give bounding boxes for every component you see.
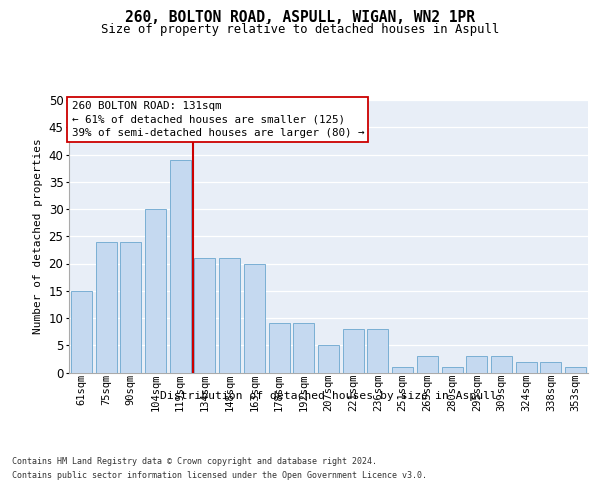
Bar (491, 356, 512, 372)
Text: 260, BOLTON ROAD, ASPULL, WIGAN, WN2 1PR: 260, BOLTON ROAD, ASPULL, WIGAN, WN2 1PR (125, 10, 475, 25)
Text: Distribution of detached houses by size in Aspull: Distribution of detached houses by size … (160, 391, 497, 401)
Bar (244, 264, 265, 372)
Bar (318, 345, 339, 372)
Bar (442, 367, 463, 372)
Bar (145, 209, 166, 372)
Bar (293, 324, 314, 372)
Bar (541, 362, 562, 372)
Bar (269, 324, 290, 372)
Text: Contains public sector information licensed under the Open Government Licence v3: Contains public sector information licen… (12, 471, 427, 480)
Bar (71, 291, 92, 372)
Bar (95, 242, 116, 372)
Bar (516, 362, 537, 372)
Text: 260 BOLTON ROAD: 131sqm
← 61% of detached houses are smaller (125)
39% of semi-d: 260 BOLTON ROAD: 131sqm ← 61% of detache… (71, 102, 364, 138)
Text: Size of property relative to detached houses in Aspull: Size of property relative to detached ho… (101, 22, 499, 36)
Bar (565, 367, 586, 372)
Bar (343, 329, 364, 372)
Y-axis label: Number of detached properties: Number of detached properties (33, 138, 43, 334)
Bar (417, 356, 438, 372)
Bar (367, 329, 388, 372)
Bar (466, 356, 487, 372)
Bar (392, 367, 413, 372)
Text: Contains HM Land Registry data © Crown copyright and database right 2024.: Contains HM Land Registry data © Crown c… (12, 458, 377, 466)
Bar (120, 242, 141, 372)
Bar (170, 160, 191, 372)
Bar (194, 258, 215, 372)
Bar (219, 258, 240, 372)
